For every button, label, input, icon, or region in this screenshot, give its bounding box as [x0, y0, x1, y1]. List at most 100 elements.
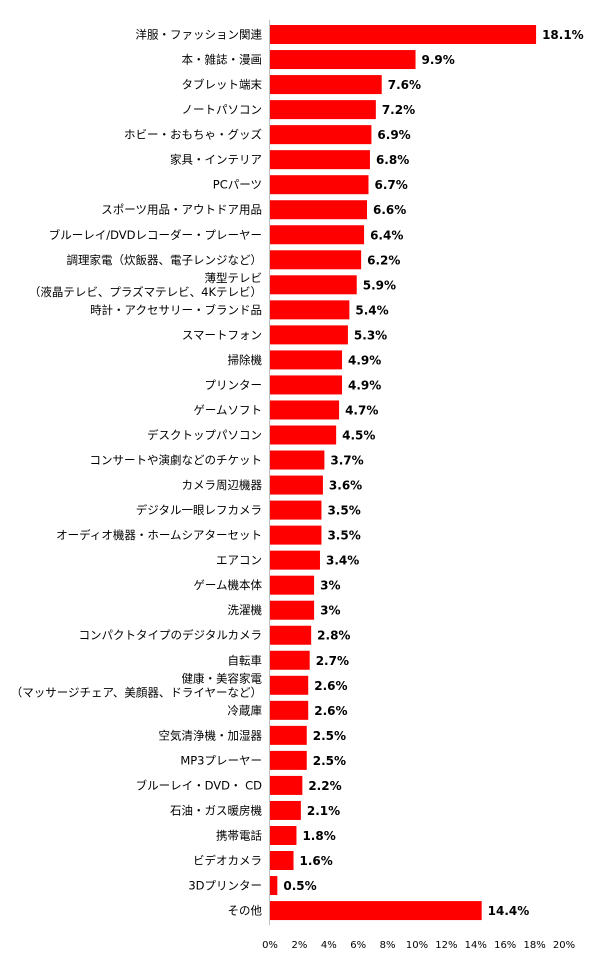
value-label: 6.8%: [376, 153, 409, 167]
x-tick-label: 0%: [262, 940, 278, 951]
value-label: 6.6%: [373, 203, 406, 217]
x-tick-label: 4%: [321, 940, 337, 951]
bar: [270, 851, 294, 870]
bar: [270, 550, 320, 570]
category-label: ビデオカメラ: [193, 854, 262, 868]
value-label: 9.9%: [422, 53, 455, 67]
bar: [270, 876, 278, 896]
x-tick-label: 2%: [291, 940, 307, 951]
x-tick-label: 8%: [380, 940, 396, 951]
bar: [270, 425, 337, 445]
value-label: 3.5%: [327, 504, 360, 518]
x-axis-ticks: 0% 2% 4% 6% 8% 10% 12% 14% 16% 18% 20%: [262, 940, 575, 951]
category-label: 調理家電（炊飯器、電子レンジなど）: [67, 253, 263, 267]
category-label: ゲーム機本体: [193, 578, 262, 592]
category-label: PCパーツ: [213, 178, 262, 192]
value-label: 6.7%: [374, 178, 407, 192]
category-label: プリンター: [205, 378, 263, 392]
category-label: デスクトップパソコン: [147, 428, 262, 442]
bar: [270, 500, 322, 520]
category-label: 3Dプリンター: [188, 879, 262, 893]
value-label: 2.6%: [314, 704, 347, 718]
value-label: 4.5%: [342, 429, 375, 443]
bar: [270, 775, 303, 795]
value-label: 0.5%: [283, 879, 316, 893]
bar: [270, 375, 343, 395]
bar: [270, 725, 307, 745]
category-label: カメラ周辺機器: [182, 478, 263, 492]
value-label: 2.1%: [307, 804, 340, 818]
value-label: 6.2%: [367, 253, 400, 267]
category-label: コンパクトタイプのデジタルカメラ: [79, 628, 262, 642]
category-label: ブルーレイ・DVD・ CD: [136, 778, 263, 792]
category-label: スマートフォン: [182, 328, 262, 342]
value-label: 4.7%: [345, 403, 378, 417]
category-label: （液晶テレビ、プラズマテレビ、4Kテレビ）: [29, 285, 262, 299]
bar: [270, 300, 350, 320]
bar: [270, 400, 340, 420]
bar: [270, 625, 312, 645]
category-label: 健康・美容家電: [182, 671, 263, 685]
category-label: タブレット端末: [182, 78, 263, 92]
value-label: 3.6%: [329, 479, 362, 493]
value-label: 2.7%: [316, 654, 349, 668]
bar: [270, 700, 309, 720]
value-label: 4.9%: [348, 378, 381, 392]
value-label: 2.5%: [313, 754, 346, 768]
category-label: 冷蔵庫: [228, 703, 263, 717]
category-label: 家具・インテリア: [170, 153, 262, 167]
value-label: 6.4%: [370, 228, 403, 242]
x-tick-label: 10%: [406, 940, 428, 951]
category-label: MP3プレーヤー: [180, 753, 262, 767]
category-label: 空気清浄機・加湿器: [159, 728, 263, 742]
value-label: 14.4%: [488, 904, 530, 918]
bars-group: 18.1% 洋服・ファッション関連 9.9% 本・雑誌・漫画 7.6% タブレット端末 7.…: [11, 25, 584, 921]
value-label: 3.5%: [327, 529, 360, 543]
bar: [270, 100, 376, 120]
category-label: 時計・アクセサリー・ブランド品: [90, 303, 262, 317]
category-label: ホビー・おもちゃ・グッズ: [124, 128, 262, 142]
category-label: エアコン: [216, 553, 262, 567]
category-label: デジタル一眼レフカメラ: [136, 503, 262, 517]
x-tick-label: 16%: [494, 940, 516, 951]
value-label: 7.6%: [388, 78, 421, 92]
bar: [270, 225, 365, 245]
bar: [270, 175, 369, 195]
bar: [270, 650, 310, 670]
category-label: 自転車: [228, 653, 263, 667]
value-label: 18.1%: [542, 28, 584, 42]
value-label: 2.5%: [313, 729, 346, 743]
bar: [270, 25, 537, 45]
bar: [270, 275, 357, 295]
value-label: 1.6%: [300, 854, 333, 868]
category-label: 洗濯機: [228, 603, 263, 617]
value-label: 3.4%: [326, 554, 359, 568]
category-label: ゲームソフト: [193, 403, 262, 417]
category-label: その他: [228, 904, 263, 918]
bar: [270, 125, 372, 145]
category-label: スポーツ用品・アウトドア用品: [101, 203, 262, 217]
value-label: 7.2%: [382, 103, 415, 117]
bar: [270, 800, 301, 820]
x-tick-label: 14%: [465, 940, 487, 951]
category-label: （マッサージチェア、美顔器、ドライヤーなど）: [11, 685, 262, 699]
category-label: 洋服・ファッション関連: [136, 28, 263, 42]
value-label: 2.8%: [317, 629, 350, 643]
bar: [270, 150, 370, 170]
category-label: 携帯電話: [216, 828, 262, 842]
category-label: ブルーレイ/DVDレコーダー・プレーヤー: [49, 228, 262, 242]
category-label: 石油・ガス暖房機: [170, 803, 262, 817]
bar: [270, 325, 348, 345]
value-label: 5.9%: [363, 278, 396, 292]
bar: [270, 75, 382, 95]
bar: [270, 675, 309, 695]
value-label: 2.2%: [308, 779, 341, 793]
bar: [270, 600, 315, 620]
bar: [270, 475, 323, 495]
category-label: 掃除機: [228, 353, 263, 367]
bar: [270, 825, 297, 845]
x-tick-label: 18%: [523, 940, 545, 951]
x-tick-label: 12%: [435, 940, 457, 951]
value-label: 6.9%: [377, 128, 410, 142]
